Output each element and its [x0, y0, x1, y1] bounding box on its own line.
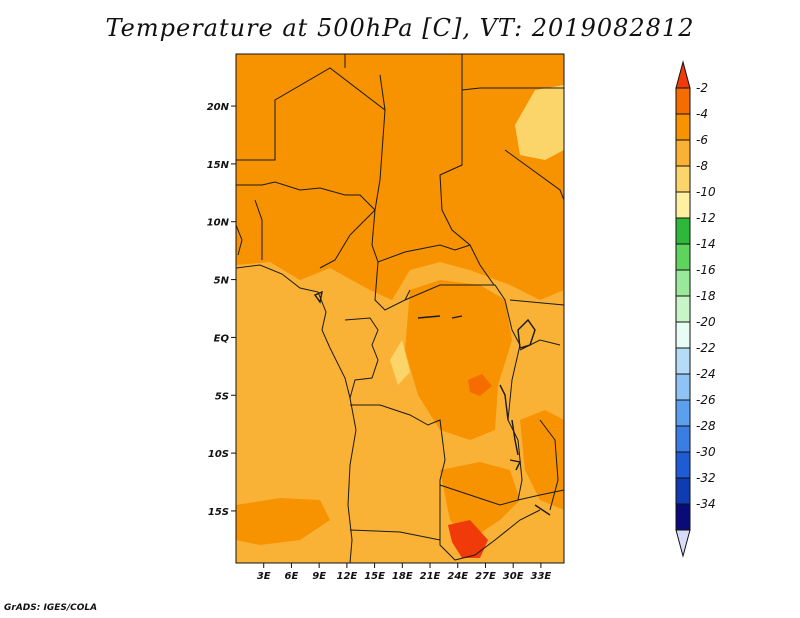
- lat-tick-label: 20N: [207, 102, 230, 113]
- longitude-axis: 3E 6E 9E 12E 15E 18E 21E 24E 27E 30E 33E: [257, 563, 552, 582]
- lon-tick-label: 6E: [285, 571, 299, 582]
- lon-tick-label: 12E: [336, 571, 357, 582]
- lon-tick-label: 30E: [503, 571, 524, 582]
- lat-tick-label: 10N: [207, 218, 230, 229]
- field-band-minus10-minus8-northeast: [515, 85, 564, 160]
- chart-title: Temperature at 500hPa [C], VT: 201908281…: [105, 14, 695, 42]
- colorbar-label: -24: [696, 367, 716, 381]
- map-frame: [235, 53, 565, 564]
- colorbar-bottom-arrow: [675, 529, 691, 558]
- field-band-minus6-minus4-north: [236, 54, 564, 300]
- lon-tick-label: 18E: [392, 571, 413, 582]
- colorbar-swatch: [675, 347, 691, 375]
- colorbar-swatch: [675, 139, 691, 167]
- field-band-minus4-minus2-zambezi: [448, 520, 488, 558]
- lat-tick-label: 5S: [215, 391, 229, 402]
- lon-tick-label: 24E: [447, 571, 468, 582]
- colorbar-label: -16: [696, 263, 716, 277]
- field-band-minus4-minus2-patch: [468, 374, 492, 396]
- field-band-minus10-minus8-patch: [390, 340, 410, 385]
- field-band-minus6-minus4-congo: [405, 280, 512, 440]
- colorbar-label: -14: [696, 237, 716, 251]
- colorbar-top-arrow: [675, 60, 691, 89]
- colorbar-label: -28: [696, 419, 716, 433]
- colorbar-label: -34: [696, 497, 716, 511]
- lon-tick-label: 15E: [364, 571, 385, 582]
- latitude-axis: 20N 15N 10N 5N EQ 5S 10S 15S: [207, 102, 236, 518]
- lake-outlines: [313, 290, 551, 516]
- lat-tick-label: 10S: [208, 449, 229, 460]
- field-band-minus6-minus4-south: [440, 462, 520, 540]
- colorbar-label: -10: [696, 185, 716, 199]
- colorbar-label: -6: [696, 133, 708, 147]
- colorbar-swatch: [675, 87, 691, 115]
- colorbar-swatch: [675, 269, 691, 297]
- colorbar-swatch: [675, 217, 691, 245]
- colorbar-swatch: [675, 451, 691, 479]
- colorbar-label: -26: [696, 393, 716, 407]
- grads-credit: GrADS: IGES/COLA: [4, 603, 98, 613]
- field-band-minus6-minus4-east: [520, 410, 564, 510]
- colorbar-swatch: [675, 113, 691, 141]
- colorbar-label: -4: [696, 107, 708, 121]
- colorbar-swatch: [675, 243, 691, 271]
- lon-tick-label: 27E: [475, 571, 496, 582]
- colorbar-swatch: [675, 477, 691, 505]
- lon-tick-label: 9E: [312, 571, 326, 582]
- colorbar-swatch: [675, 191, 691, 219]
- colorbar-label: -8: [696, 159, 708, 173]
- colorbar: -2 -4 -6 -8 -10 -12 -14 -16 -18 -20 -22 -24 -26 -28 -3…: [675, 60, 716, 558]
- colorbar-label: -22: [696, 341, 716, 355]
- lat-tick-label: 15S: [208, 507, 229, 518]
- colorbar-label: -20: [696, 315, 716, 329]
- colorbar-swatch: [675, 425, 691, 453]
- colorbar-swatch: [675, 295, 691, 323]
- lat-tick-label: 15N: [207, 160, 230, 171]
- lat-tick-label: EQ: [214, 333, 230, 344]
- temperature-field: [236, 54, 564, 563]
- lon-tick-label: 3E: [257, 571, 271, 582]
- lon-tick-label: 21E: [420, 571, 441, 582]
- field-band-minus6-minus4-southwest: [236, 498, 330, 545]
- colorbar-label: -12: [696, 211, 716, 225]
- colorbar-swatch: [675, 503, 691, 531]
- colorbar-label: -30: [696, 445, 716, 459]
- lat-tick-label: 5N: [214, 276, 230, 287]
- colorbar-swatch: [675, 321, 691, 349]
- colorbar-label: -32: [696, 471, 716, 485]
- colorbar-swatch: [675, 399, 691, 427]
- lon-tick-label: 33E: [531, 571, 552, 582]
- colorbar-label: -2: [696, 81, 708, 95]
- colorbar-label: -18: [696, 289, 716, 303]
- colorbar-swatch: [675, 373, 691, 401]
- colorbar-swatch: [675, 165, 691, 193]
